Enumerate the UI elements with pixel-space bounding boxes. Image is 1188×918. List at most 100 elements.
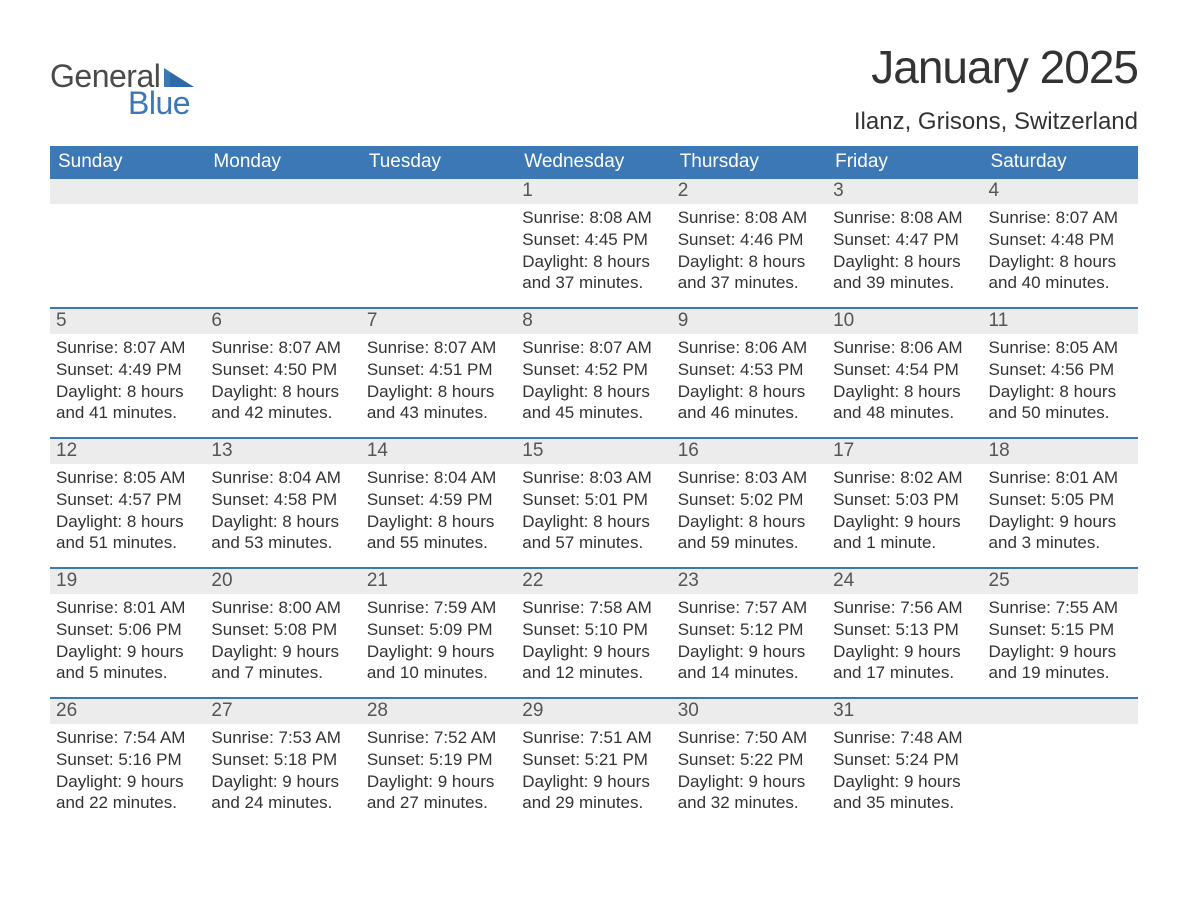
sunset-text: Sunset: 4:48 PM xyxy=(989,229,1132,251)
daylight-text: Daylight: 8 hours xyxy=(678,511,821,533)
sunset-text: Sunset: 4:49 PM xyxy=(56,359,199,381)
day-details: Sunrise: 7:56 AMSunset: 5:13 PMDaylight:… xyxy=(827,594,982,688)
day-number: 21 xyxy=(361,569,516,594)
daylight-text: Daylight: 9 hours xyxy=(522,641,665,663)
daylight-text: Daylight: 8 hours xyxy=(211,511,354,533)
day-cell: 1Sunrise: 8:08 AMSunset: 4:45 PMDaylight… xyxy=(516,179,671,307)
day-number: 22 xyxy=(516,569,671,594)
day-number xyxy=(205,179,360,204)
day-header-row: Sunday Monday Tuesday Wednesday Thursday… xyxy=(50,146,1138,179)
day-cell: 17Sunrise: 8:02 AMSunset: 5:03 PMDayligh… xyxy=(827,439,982,567)
day-details: Sunrise: 8:05 AMSunset: 4:56 PMDaylight:… xyxy=(983,334,1138,428)
week-row: 1Sunrise: 8:08 AMSunset: 4:45 PMDaylight… xyxy=(50,179,1138,307)
month-title: January 2025 xyxy=(854,40,1138,94)
day-cell xyxy=(205,179,360,307)
dayhead-tue: Tuesday xyxy=(361,146,516,179)
sunrise-text: Sunrise: 8:08 AM xyxy=(678,207,821,229)
day-number: 29 xyxy=(516,699,671,724)
daylight-text: Daylight: 8 hours xyxy=(833,381,976,403)
day-number: 8 xyxy=(516,309,671,334)
day-details: Sunrise: 8:07 AMSunset: 4:50 PMDaylight:… xyxy=(205,334,360,428)
day-number: 9 xyxy=(672,309,827,334)
sunset-text: Sunset: 5:03 PM xyxy=(833,489,976,511)
location: Ilanz, Grisons, Switzerland xyxy=(854,108,1138,136)
day-cell: 28Sunrise: 7:52 AMSunset: 5:19 PMDayligh… xyxy=(361,699,516,827)
daylight-text: and 55 minutes. xyxy=(367,532,510,554)
week-row: 19Sunrise: 8:01 AMSunset: 5:06 PMDayligh… xyxy=(50,567,1138,697)
day-number: 3 xyxy=(827,179,982,204)
daylight-text: Daylight: 9 hours xyxy=(367,771,510,793)
day-cell: 3Sunrise: 8:08 AMSunset: 4:47 PMDaylight… xyxy=(827,179,982,307)
day-number: 4 xyxy=(983,179,1138,204)
day-number xyxy=(50,179,205,204)
day-details: Sunrise: 8:08 AMSunset: 4:47 PMDaylight:… xyxy=(827,204,982,298)
daylight-text: and 37 minutes. xyxy=(522,272,665,294)
day-cell: 27Sunrise: 7:53 AMSunset: 5:18 PMDayligh… xyxy=(205,699,360,827)
day-cell: 11Sunrise: 8:05 AMSunset: 4:56 PMDayligh… xyxy=(983,309,1138,437)
day-number: 1 xyxy=(516,179,671,204)
day-details: Sunrise: 8:00 AMSunset: 5:08 PMDaylight:… xyxy=(205,594,360,688)
day-cell: 7Sunrise: 8:07 AMSunset: 4:51 PMDaylight… xyxy=(361,309,516,437)
daylight-text: and 57 minutes. xyxy=(522,532,665,554)
day-number: 31 xyxy=(827,699,982,724)
daylight-text: and 43 minutes. xyxy=(367,402,510,424)
daylight-text: Daylight: 9 hours xyxy=(522,771,665,793)
day-number: 30 xyxy=(672,699,827,724)
day-number: 19 xyxy=(50,569,205,594)
daylight-text: and 19 minutes. xyxy=(989,662,1132,684)
daylight-text: and 41 minutes. xyxy=(56,402,199,424)
daylight-text: and 50 minutes. xyxy=(989,402,1132,424)
sunset-text: Sunset: 5:16 PM xyxy=(56,749,199,771)
daylight-text: Daylight: 9 hours xyxy=(367,641,510,663)
sunrise-text: Sunrise: 7:57 AM xyxy=(678,597,821,619)
sunset-text: Sunset: 5:05 PM xyxy=(989,489,1132,511)
day-number: 2 xyxy=(672,179,827,204)
day-cell: 8Sunrise: 8:07 AMSunset: 4:52 PMDaylight… xyxy=(516,309,671,437)
sunrise-text: Sunrise: 8:03 AM xyxy=(678,467,821,489)
day-cell: 2Sunrise: 8:08 AMSunset: 4:46 PMDaylight… xyxy=(672,179,827,307)
day-cell: 21Sunrise: 7:59 AMSunset: 5:09 PMDayligh… xyxy=(361,569,516,697)
daylight-text: Daylight: 8 hours xyxy=(833,251,976,273)
sunset-text: Sunset: 4:58 PM xyxy=(211,489,354,511)
day-number: 13 xyxy=(205,439,360,464)
sunrise-text: Sunrise: 7:59 AM xyxy=(367,597,510,619)
day-number: 14 xyxy=(361,439,516,464)
sunrise-text: Sunrise: 8:01 AM xyxy=(56,597,199,619)
title-block: January 2025 Ilanz, Grisons, Switzerland xyxy=(854,40,1138,136)
sunrise-text: Sunrise: 8:07 AM xyxy=(367,337,510,359)
daylight-text: and 14 minutes. xyxy=(678,662,821,684)
daylight-text: and 32 minutes. xyxy=(678,792,821,814)
daylight-text: and 10 minutes. xyxy=(367,662,510,684)
week-row: 26Sunrise: 7:54 AMSunset: 5:16 PMDayligh… xyxy=(50,697,1138,827)
sunset-text: Sunset: 5:10 PM xyxy=(522,619,665,641)
daylight-text: Daylight: 9 hours xyxy=(211,771,354,793)
sunset-text: Sunset: 5:22 PM xyxy=(678,749,821,771)
sunset-text: Sunset: 4:47 PM xyxy=(833,229,976,251)
daylight-text: Daylight: 8 hours xyxy=(678,381,821,403)
day-details: Sunrise: 7:50 AMSunset: 5:22 PMDaylight:… xyxy=(672,724,827,818)
day-details: Sunrise: 8:04 AMSunset: 4:59 PMDaylight:… xyxy=(361,464,516,558)
sunset-text: Sunset: 4:56 PM xyxy=(989,359,1132,381)
sunrise-text: Sunrise: 7:56 AM xyxy=(833,597,976,619)
sunset-text: Sunset: 5:21 PM xyxy=(522,749,665,771)
day-number: 18 xyxy=(983,439,1138,464)
day-details: Sunrise: 8:04 AMSunset: 4:58 PMDaylight:… xyxy=(205,464,360,558)
day-details: Sunrise: 8:07 AMSunset: 4:51 PMDaylight:… xyxy=(361,334,516,428)
sunrise-text: Sunrise: 7:55 AM xyxy=(989,597,1132,619)
daylight-text: Daylight: 9 hours xyxy=(56,641,199,663)
sunset-text: Sunset: 5:06 PM xyxy=(56,619,199,641)
sunset-text: Sunset: 5:08 PM xyxy=(211,619,354,641)
day-cell: 18Sunrise: 8:01 AMSunset: 5:05 PMDayligh… xyxy=(983,439,1138,567)
sunset-text: Sunset: 4:52 PM xyxy=(522,359,665,381)
day-details: Sunrise: 7:57 AMSunset: 5:12 PMDaylight:… xyxy=(672,594,827,688)
daylight-text: and 22 minutes. xyxy=(56,792,199,814)
sunset-text: Sunset: 5:19 PM xyxy=(367,749,510,771)
daylight-text: and 42 minutes. xyxy=(211,402,354,424)
day-number: 23 xyxy=(672,569,827,594)
daylight-text: Daylight: 8 hours xyxy=(56,381,199,403)
day-details: Sunrise: 8:03 AMSunset: 5:02 PMDaylight:… xyxy=(672,464,827,558)
daylight-text: and 46 minutes. xyxy=(678,402,821,424)
daylight-text: and 17 minutes. xyxy=(833,662,976,684)
daylight-text: and 35 minutes. xyxy=(833,792,976,814)
daylight-text: and 40 minutes. xyxy=(989,272,1132,294)
